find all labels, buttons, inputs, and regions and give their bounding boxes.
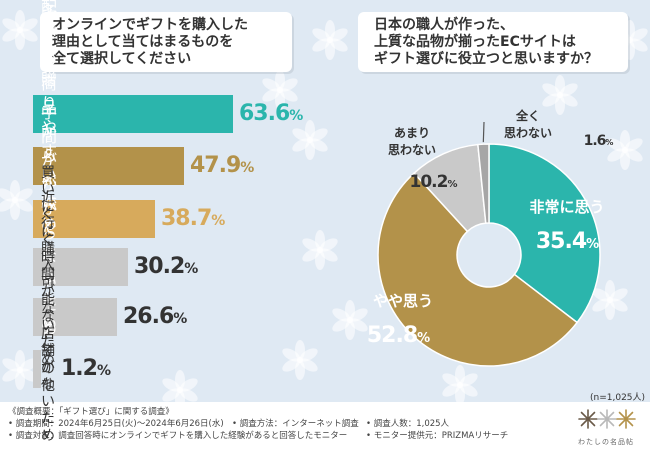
- pie-slice: [488, 143, 601, 324]
- bar-value-label: 1.2%: [61, 356, 111, 381]
- survey-target: • 調査対象：調査回答時にオンラインでギフトを購入した経験があると回答したモニタ…: [8, 431, 348, 441]
- bar-category-label: 手間がかからないため: [33, 103, 57, 338]
- survey-provider: • モニター提供元：PRIZMAリサーチ: [366, 431, 509, 441]
- flower-logo-icon: [578, 409, 636, 429]
- pie-slice-label: やや思う: [373, 292, 433, 310]
- pie-slice-value: 10.2%: [410, 172, 458, 192]
- bar-category-label-line: 近くに購入可能な: [41, 189, 55, 325]
- pie-chart-title-line-2: 上質な品物が揃ったECサイトは: [374, 34, 576, 50]
- bar: [33, 147, 184, 185]
- bar-category-label: 配送で贈りやすいため: [33, 0, 57, 233]
- pie-chart-title-line-1: 日本の職人が作った、: [374, 17, 514, 33]
- bar-chart-title-line-2: 理由として当てはまるものを: [52, 34, 234, 50]
- logo-text: わたしの名品帖: [578, 438, 634, 446]
- bar-category-label-line: 店舗がないため: [41, 325, 55, 444]
- pie-chart-title-line-3: ギフト選びに役立つと思いますか？: [374, 51, 598, 67]
- bar: [33, 95, 233, 133]
- sample-size-note: (n=1,025人): [590, 393, 646, 403]
- bar-value-label: 47.9%: [190, 153, 254, 178]
- bar-chart-title-line-1: オンラインでギフトを購入した: [52, 17, 248, 33]
- bar-category-label: その他: [33, 344, 55, 394]
- bar-category-label: 多くの商品から 比較できるため: [33, 2, 57, 333]
- pie-slice-value: 1.6%: [584, 133, 614, 149]
- bar-chart-title-line-3: 全て選択してください: [52, 51, 192, 67]
- bar-category-label-line: 比較できるため: [41, 170, 58, 333]
- bar-category-label: 買いに行く 時間がないため: [33, 165, 55, 368]
- bar: [33, 298, 117, 336]
- pie-chart-title: 日本の職人が作った、 上質な品物が揃ったECサイトは ギフト選びに役立つと思いま…: [358, 12, 628, 72]
- pie-slice: [377, 172, 579, 367]
- survey-method: • 調査方法：インターネット調査: [232, 419, 359, 429]
- bar: [33, 350, 41, 388]
- pie-leader-line: [482, 121, 485, 143]
- survey-overview-title: 《調査概要：「ギフト選び」に関する調査》: [8, 407, 174, 417]
- survey-footer: 《調査概要：「ギフト選び」に関する調査》 • 調査期間：2024年6月25日(火…: [0, 402, 650, 450]
- bar-category-label-line: 配送で贈りやすいため: [41, 0, 58, 233]
- pie-slice-label: 全く: [515, 108, 540, 123]
- bar-chart-title: オンラインでギフトを購入した 理由として当てはまるものを 全て選択してください: [40, 12, 292, 72]
- bar-value-label: 63.6%: [239, 101, 303, 126]
- bar-category-label-line: 買いに行く: [41, 165, 55, 249]
- bar-category-label: 近くに購入可能な 店舗がないため: [33, 190, 55, 444]
- bar: [33, 200, 155, 238]
- pie-slice-label: あまり: [394, 126, 430, 140]
- pie-slice-label: 非常に思う: [529, 198, 604, 216]
- bar-category-label-line: その他: [41, 343, 55, 394]
- bar-value-label: 30.2%: [134, 254, 198, 279]
- bar-category-label-line: 多くの商品から: [41, 2, 58, 165]
- pie-slice-label: 思わない: [388, 143, 436, 157]
- bar-value-label: 38.7%: [161, 206, 225, 231]
- survey-count: • 調査人数：1,025人: [366, 419, 450, 429]
- pie-slice: [477, 143, 490, 224]
- bar-category-label-line: 時間がないため: [41, 250, 55, 368]
- bar-category-label-line: 手間がかからないため: [41, 103, 58, 338]
- pie-slice-label: 思わない: [504, 126, 552, 140]
- pie-slice-value: 52.8%: [367, 323, 430, 348]
- survey-period: • 調査期間：2024年6月25日(火)〜2024年6月26日(水): [8, 419, 224, 429]
- bar: [33, 248, 128, 286]
- pie-slice-value: 35.4%: [536, 229, 599, 254]
- bar-value-label: 26.6%: [123, 304, 187, 329]
